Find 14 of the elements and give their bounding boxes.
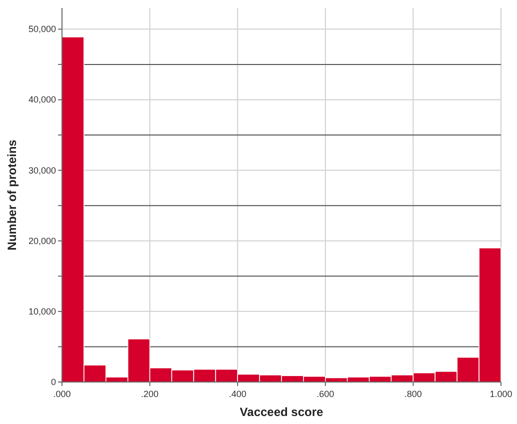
y-tick-label: 30,000 bbox=[28, 165, 56, 176]
y-tick-label: 10,000 bbox=[28, 306, 56, 316]
x-tick-label: .200 bbox=[141, 389, 159, 399]
y-tick-label: 20,000 bbox=[28, 236, 56, 246]
y-axis-title: Number of proteins bbox=[5, 139, 19, 250]
y-tick-label: 50,000 bbox=[28, 24, 56, 34]
y-tick-label: 40,000 bbox=[28, 94, 56, 105]
x-tick-label: .000 bbox=[53, 389, 71, 399]
x-tick-label: 1.000 bbox=[490, 389, 512, 399]
x-tick-label: .600 bbox=[316, 389, 334, 399]
x-axis-title: Vacceed score bbox=[240, 405, 324, 419]
x-tick-label: .400 bbox=[228, 389, 246, 399]
y-tick-label: 0 bbox=[50, 377, 56, 387]
x-tick-label: .800 bbox=[404, 389, 422, 399]
